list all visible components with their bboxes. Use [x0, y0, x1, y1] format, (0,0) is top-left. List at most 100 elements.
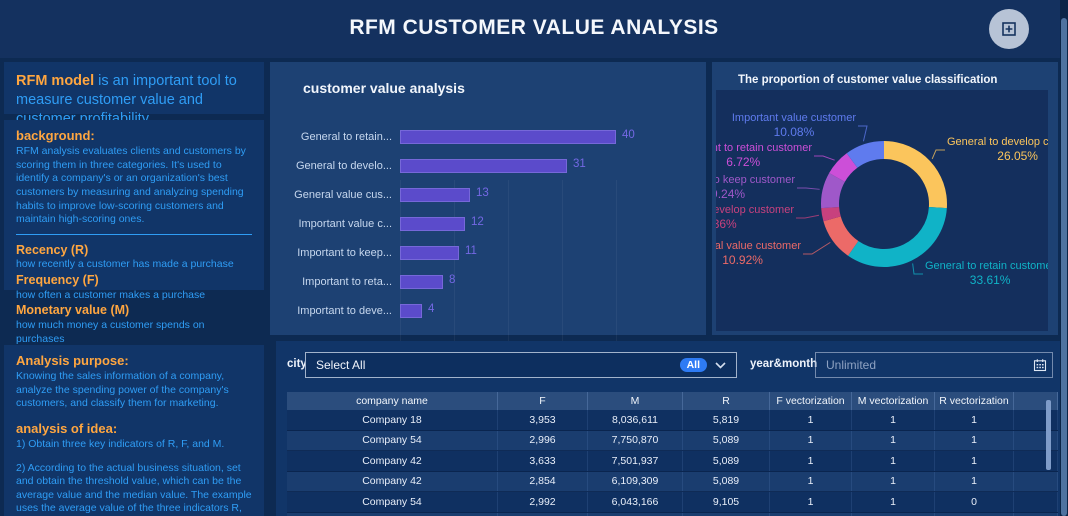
table-cell: 5,089 [683, 512, 770, 516]
page-scrollbar-thumb[interactable] [1061, 18, 1067, 516]
bar[interactable] [400, 245, 459, 260]
table-cell: Company 18 [287, 410, 498, 430]
table-cell: 3,953 [498, 410, 588, 430]
bar[interactable] [400, 158, 567, 173]
def-recency: how recently a customer has made a purch… [16, 258, 234, 271]
gridline [454, 180, 455, 380]
layout-button[interactable] [989, 9, 1029, 49]
pie-label-pct: 9.24% [716, 187, 746, 201]
table-cell-empty [1014, 471, 1058, 491]
gridline [508, 180, 509, 380]
gridline [562, 180, 563, 380]
table-row[interactable]: Company 18 3,953 8,036,611 5,819 1 1 1 [287, 410, 1058, 431]
bar-row: Important value c... 12 [288, 209, 692, 238]
bar[interactable] [400, 274, 443, 289]
table-row[interactable]: Company 42 3,633 7,501,937 5,089 1 1 1 [287, 451, 1058, 472]
table-row[interactable]: Company 42 2,854 6,109,309 5,089 1 1 1 [287, 471, 1058, 492]
bar-category-label: General to retain... [300, 130, 392, 143]
table-cell-empty [1014, 492, 1058, 512]
bar[interactable] [400, 129, 616, 144]
table-row[interactable]: Company 54 2,992 6,043,166 9,105 1 1 0 [287, 492, 1058, 513]
pie-label-name: Important to develop customer [716, 204, 794, 216]
table-header-cell-empty [1014, 392, 1058, 410]
pie-slice[interactable] [821, 206, 841, 222]
table-cell: 1 [852, 492, 935, 512]
page-title: RFM CUSTOMER VALUE ANALYSIS [349, 16, 719, 39]
pie-slice[interactable] [848, 206, 947, 267]
bar-row: Important to deve... 4 [288, 296, 692, 325]
pie-slice[interactable] [823, 216, 859, 256]
table-scrollbar[interactable] [1046, 400, 1051, 470]
pie-leader-line [858, 125, 868, 142]
table-cell: 5,825,798 [588, 512, 683, 516]
bar-track: 40 [400, 129, 692, 144]
bar-row: Important to reta... 8 [288, 267, 692, 296]
pie-slice[interactable] [846, 141, 884, 168]
table-cell: 1 [852, 451, 935, 471]
table-cell: 2,996 [498, 430, 588, 450]
page-scrollbar-track[interactable] [1060, 0, 1068, 516]
pie-leader-line [796, 214, 820, 219]
table-cell: 6,109,309 [588, 471, 683, 491]
pie-label-name: General to retain customer [925, 260, 1048, 272]
table-header-row: company name F M R F vectorization M vectoriz… [287, 392, 1058, 410]
bar-row: General to develo... 31 [288, 151, 692, 180]
bar-value-label: 8 [449, 273, 456, 286]
bar-track: 4 [400, 303, 692, 318]
table-cell: 1 [935, 451, 1014, 471]
bar-category-label: Important to keep... [297, 246, 392, 259]
table-cell: 1 [935, 410, 1014, 430]
term-recency: Recency (R) [16, 242, 89, 257]
table-cell-empty [1014, 512, 1058, 516]
table-cell: 6,043,166 [588, 492, 683, 512]
pie-label-name: General to develop customer [947, 136, 1048, 148]
bar[interactable] [400, 216, 465, 231]
divider [16, 233, 252, 235]
table-cell: 1 [935, 471, 1014, 491]
detail-panel: city Select All All year&month company n… [276, 341, 1060, 516]
pie-slice[interactable] [821, 172, 845, 209]
table-cell: 1 [770, 471, 852, 491]
pie-label-name: Important to retain customer [716, 142, 812, 154]
calendar-icon[interactable] [1033, 358, 1047, 372]
bar-value-label: 13 [476, 186, 489, 199]
city-dropdown[interactable]: Select All All [305, 352, 737, 378]
table-cell: 0 [935, 492, 1014, 512]
bar-value-label: 12 [471, 215, 484, 228]
intro-text: RFM model is an important tool to measur… [4, 62, 264, 139]
table-cell: 2,854 [498, 471, 588, 491]
table-cell: 1 [770, 512, 852, 516]
table-cell-empty [1014, 430, 1058, 450]
background-body: RFM analysis evaluates clients and custo… [16, 145, 246, 226]
bar-row: General to retain... 40 [288, 122, 692, 151]
pie-label-name: Important to keep customer [716, 174, 795, 186]
table-cell: 1 [935, 430, 1014, 450]
bar[interactable] [400, 303, 422, 318]
bar-value-label: 31 [573, 157, 586, 170]
table-header-cell: R [683, 392, 770, 410]
bar-category-label: Important value c... [298, 217, 392, 230]
yearmonth-input[interactable] [815, 352, 1053, 378]
pie-label: Important to keep customer9.24% [716, 174, 795, 202]
table-row[interactable]: Company 54 2,996 7,750,870 5,089 1 1 1 [287, 430, 1058, 451]
bar[interactable] [400, 187, 470, 202]
table-cell: 1 [852, 430, 935, 450]
table-header-cell: F vectorization [770, 392, 852, 410]
pie-label-pct: 26.05% [997, 149, 1038, 163]
pie-label-pct: 6.72% [726, 155, 761, 169]
pie-slice[interactable] [829, 153, 858, 182]
pie-slice[interactable] [884, 141, 947, 209]
chevron-down-icon[interactable] [715, 361, 726, 369]
table-header-cell: M vectorization [852, 392, 935, 410]
term-monetary: Monetary value (M) [16, 303, 130, 318]
bar-value-label: 11 [465, 244, 477, 257]
pie-label: Important value customer 10.08% [732, 112, 856, 140]
bar-category-label: Important to reta... [302, 275, 392, 288]
idea-heading: analysis of idea: [16, 420, 118, 436]
table-cell: 9,105 [683, 492, 770, 512]
def-frequency: how often a customer makes a purchase [16, 288, 206, 301]
pie-leader-line [931, 149, 945, 160]
